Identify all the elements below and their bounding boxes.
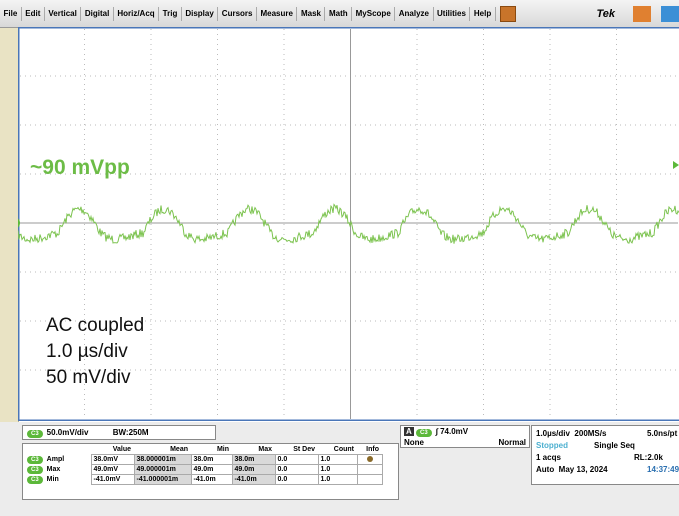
measurement-cell: 0.0 — [274, 464, 319, 475]
menu-item[interactable]: Help — [470, 6, 496, 21]
header-row: Value Mean Min Max St Dev Count Info — [25, 444, 382, 455]
waveform — [18, 203, 679, 244]
menu-item[interactable]: MyScope — [352, 6, 396, 21]
notes: AC coupled 1.0 µs/div 50 mV/div — [46, 313, 144, 391]
measurement-cell: 0.0 — [274, 474, 319, 485]
menu-bar: File Edit Vertical Digital Horiz/Acq Trig Disp… — [0, 0, 679, 28]
measurement-cell: 38.0m — [231, 454, 276, 465]
side-strip — [0, 28, 19, 423]
channel-scale: 50.0mV/div — [46, 428, 89, 437]
close-button[interactable] — [661, 5, 679, 22]
menu-item[interactable]: Edit — [22, 6, 45, 21]
measurement-cell: 38.0mV — [90, 454, 135, 465]
tb-scale: 1.0µs/div — [536, 429, 570, 438]
header-cell: St Dev — [293, 445, 315, 453]
display-border — [18, 27, 679, 421]
measurement-name: Ampl — [46, 455, 65, 463]
info-cell — [356, 454, 383, 465]
row-label: C3 Max — [25, 465, 91, 475]
measurement-cell: 49.0mV — [90, 464, 135, 475]
measurement-cell: -41.000001m — [133, 474, 192, 485]
measurement-cell: -41.0mV — [90, 474, 135, 485]
measurement-cell: 1.0 — [317, 474, 358, 485]
amplitude-annotation: ~90 mVpp — [30, 156, 130, 179]
measurement-cell: 49.000001m — [133, 464, 192, 475]
waveform-display — [18, 27, 679, 421]
header-cell: Min — [216, 445, 229, 453]
tb-mode: Single Seq — [594, 441, 635, 450]
menu-item[interactable]: Utilities — [434, 6, 471, 21]
measurement-cell: 38.000001m — [133, 454, 192, 465]
header-cell: Max — [258, 445, 272, 453]
menu-item[interactable]: Horiz/Acq — [114, 6, 160, 21]
header-cell: Info — [366, 445, 379, 453]
channel-box: C3 50.0mV/div BW:250M — [22, 425, 216, 440]
menu-item[interactable]: Display — [182, 6, 219, 21]
channel-badge: C3 — [27, 430, 43, 438]
trigger-box: A C3 ∫ 74.0mV None Normal — [400, 425, 530, 448]
trigger-channel: C3 — [416, 429, 432, 437]
channel-badge: C3 — [27, 465, 43, 474]
trigger-marker — [673, 161, 679, 169]
measurement-cell: 49.0m — [190, 464, 233, 475]
menu-item[interactable]: Analyze — [395, 6, 434, 21]
header-cell — [25, 444, 91, 455]
menu-item[interactable]: File — [0, 6, 22, 21]
header-cell: Value — [112, 445, 131, 453]
tb-record: RL:2.0k — [634, 453, 663, 462]
menu-item[interactable]: Math — [325, 6, 353, 21]
info-icon[interactable] — [366, 455, 373, 462]
channel-badge: C3 — [27, 455, 43, 464]
channel-badge: C3 — [27, 475, 43, 484]
header-cell: Mean — [170, 445, 188, 453]
measurement-panel: Value Mean Min Max St Dev Count Info C3 Ampl 38.0… — [22, 443, 399, 500]
measurement-name: Min — [46, 475, 59, 483]
minimize-button[interactable] — [633, 5, 651, 22]
timebase-box: 1.0µs/div 200MS/s 5.0ns/pt Stopped Single … — [531, 425, 679, 485]
menu-item[interactable]: Measure — [257, 6, 298, 21]
measurement-row: C3 Max 49.0mV 49.000001m 49.0m 49.0m 0.0 1.0 — [25, 464, 383, 475]
trigger-mode: Normal — [498, 438, 526, 447]
row-label: C3 Min — [25, 475, 91, 485]
header-cell: Count — [333, 445, 354, 453]
info-cell — [356, 464, 383, 475]
tb-acqs: 1 acqs — [536, 453, 561, 462]
measurement-cell: 1.0 — [317, 464, 358, 475]
brand: Tek — [596, 7, 615, 20]
channel-marker — [18, 218, 20, 228]
menu-item[interactable]: Trig — [159, 6, 182, 21]
menu-item[interactable]: Digital — [81, 6, 114, 21]
menu-item[interactable]: Vertical — [45, 6, 82, 21]
tb-status: Stopped — [536, 441, 568, 450]
row-label: C3 Ampl — [25, 455, 91, 465]
measurement-row: C3 Min -41.0mV -41.000001m -41.0m -41.0m 0.0 1.… — [25, 474, 383, 485]
tb-rate: 200MS/s — [574, 429, 607, 438]
measurement-cell: 0.0 — [274, 454, 319, 465]
tb-date: May 13, 2024 — [558, 465, 608, 474]
note: AC coupled — [46, 315, 145, 336]
note: 1.0 µs/div — [46, 341, 128, 362]
measurement-cell: -41.0m — [190, 474, 233, 485]
measurement-cell: -41.0m — [231, 474, 276, 485]
tb-resolution: 5.0ns/pt — [647, 429, 678, 438]
bandwidth: BW:250M — [112, 428, 149, 437]
trigger-coupling: None — [404, 438, 424, 447]
note: 50 mV/div — [46, 367, 131, 388]
menu-item[interactable]: Cursors — [218, 6, 257, 21]
measurement-cell: 1.0 — [317, 454, 358, 465]
trigger-level: 74.0mV — [440, 427, 469, 436]
measurement-cell: 38.0m — [190, 454, 233, 465]
measurement-name: Max — [46, 465, 61, 473]
measurement-cell: 49.0m — [231, 464, 276, 475]
menu-item[interactable]: Mask — [297, 6, 326, 21]
info-cell — [356, 474, 383, 485]
dropdown-button[interactable] — [499, 5, 516, 22]
tb-auto: Auto — [536, 465, 555, 474]
measurement-table: Value Mean Min Max St Dev Count Info C3 Ampl 38.0… — [25, 444, 383, 485]
trigger-source: A — [404, 427, 414, 436]
tb-time: 14:37:49 — [647, 465, 679, 474]
measurement-row: C3 Ampl 38.0mV 38.000001m 38.0m 38.0m 0.0 1.0 — [25, 454, 383, 465]
